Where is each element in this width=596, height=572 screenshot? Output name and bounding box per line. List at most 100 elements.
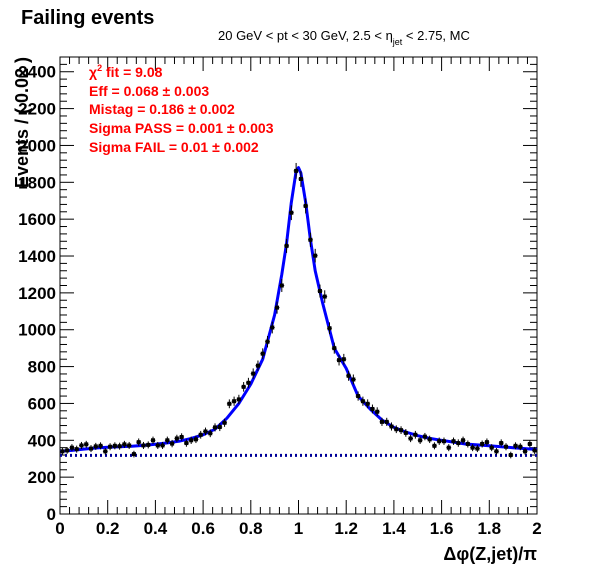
data-marker	[108, 444, 113, 449]
data-point	[217, 422, 223, 432]
data-marker	[427, 437, 432, 442]
data-point	[241, 382, 247, 392]
data-point	[69, 444, 75, 452]
data-point	[408, 434, 413, 443]
data-point	[365, 399, 371, 409]
data-point	[279, 279, 285, 292]
data-marker	[203, 429, 208, 434]
data-point	[198, 430, 204, 439]
data-marker	[327, 326, 332, 331]
data-point	[74, 445, 80, 453]
data-point	[389, 422, 394, 431]
x-tick-label: 0	[55, 519, 64, 538]
data-point	[269, 321, 275, 334]
data-marker	[351, 377, 356, 382]
data-marker	[317, 289, 322, 294]
axes: 0 0.2 0.4 0.6 0.8 1 1.2 1.4 1.6 1.8 2 0 200 400 600 800…	[18, 57, 542, 538]
data-marker	[294, 168, 299, 173]
data-marker	[270, 325, 275, 330]
data-marker	[308, 237, 313, 242]
data-point	[451, 437, 456, 445]
data-marker	[418, 438, 423, 443]
data-point	[355, 391, 361, 401]
data-point	[508, 451, 514, 459]
data-point	[403, 429, 409, 437]
data-marker	[441, 439, 446, 444]
plot-title: Failing events	[21, 7, 154, 29]
fit-sigma-fail: Sigma FAIL = 0.01 ± 0.002	[89, 139, 259, 155]
data-point	[207, 429, 213, 438]
data-marker	[456, 441, 461, 446]
data-marker	[255, 363, 260, 368]
data-point	[474, 445, 480, 453]
data-point	[126, 441, 132, 449]
data-marker	[384, 419, 389, 424]
data-marker	[155, 443, 160, 448]
data-point	[193, 435, 199, 444]
data-marker	[217, 425, 222, 430]
data-point	[427, 435, 433, 444]
data-marker	[279, 283, 284, 288]
data-point	[374, 407, 380, 417]
data-marker	[375, 409, 380, 414]
data-marker	[184, 441, 189, 446]
data-marker	[399, 428, 404, 433]
data-point	[465, 440, 471, 448]
data-point	[298, 171, 304, 187]
data-marker	[503, 444, 508, 449]
x-tick-label: 0.8	[239, 519, 263, 538]
data-marker	[146, 442, 151, 447]
data-point	[522, 448, 528, 455]
data-point	[107, 443, 113, 451]
data-marker	[236, 397, 241, 402]
data-point	[303, 198, 309, 214]
plot-subtitle: 20 GeV < pt < 30 GeV, 2.5 < ηjet < 2.75,…	[218, 28, 470, 47]
data-marker	[484, 440, 489, 445]
data-marker	[265, 339, 270, 344]
data-marker	[446, 445, 451, 450]
data-point	[160, 441, 165, 449]
y-axis-title: Events / ( 0.02 )	[12, 57, 32, 188]
data-marker	[74, 447, 79, 452]
data-marker	[360, 399, 365, 404]
data-marker	[475, 446, 480, 451]
data-point	[88, 445, 94, 453]
data-marker	[69, 445, 74, 450]
x-tick-label: 0.2	[96, 519, 120, 538]
y-tick-label: 2200	[18, 100, 56, 119]
data-point	[169, 439, 175, 448]
y-tick-label: 400	[28, 431, 56, 450]
data-marker	[179, 434, 184, 439]
data-point	[212, 423, 218, 432]
data-point	[470, 444, 476, 452]
data-marker	[275, 305, 280, 310]
data-marker	[284, 243, 289, 248]
x-tick-label: 1.6	[430, 519, 454, 538]
x-tick-label: 1.2	[334, 519, 358, 538]
data-point	[83, 440, 89, 448]
y-tick-label: 0	[47, 505, 56, 524]
data-point	[222, 418, 227, 427]
data-marker	[65, 448, 70, 453]
data-point	[274, 301, 280, 314]
x-tick-label: 1	[294, 519, 303, 538]
data-marker	[117, 444, 122, 449]
data-point	[417, 436, 423, 444]
data-point	[288, 205, 294, 221]
x-axis-title: Δφ(Z,jet)/π	[443, 544, 537, 564]
data-marker	[341, 357, 346, 362]
data-point	[112, 442, 118, 450]
data-marker	[470, 445, 475, 450]
x-tick-label: 1.8	[477, 519, 501, 538]
data-point	[393, 425, 399, 434]
data-marker	[365, 401, 370, 406]
data-marker	[494, 449, 499, 454]
data-marker	[79, 443, 84, 448]
data-marker	[437, 439, 442, 444]
data-marker	[451, 439, 456, 444]
data-point	[327, 322, 332, 335]
x-tick-label: 2	[532, 519, 541, 538]
y-tick-label: 200	[28, 468, 56, 487]
data-marker	[322, 294, 327, 299]
